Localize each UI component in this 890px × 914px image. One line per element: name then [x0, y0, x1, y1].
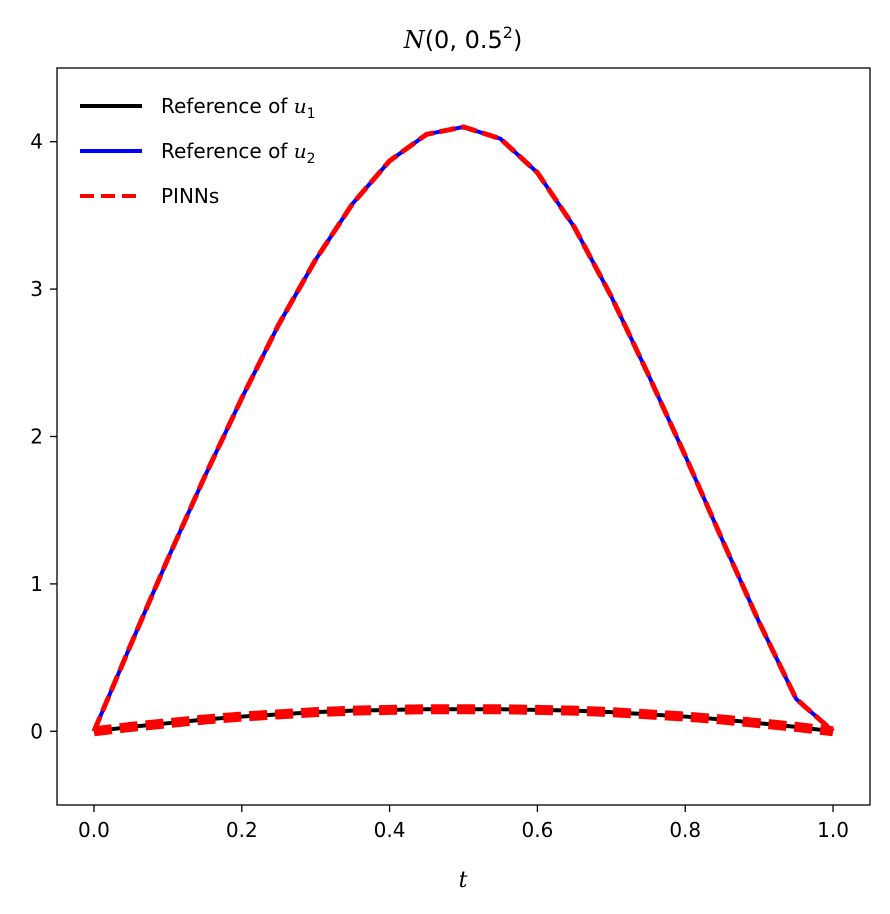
series-pinns-u2-line [91, 124, 835, 734]
x-tick-label: 0.2 [226, 818, 258, 842]
y-tick-label: 4 [30, 130, 43, 154]
x-tick-label: 0.4 [374, 818, 406, 842]
y-tick-label: 2 [30, 425, 43, 449]
legend-label: PINNs [161, 184, 219, 208]
legend-label: Reference of u2 [161, 139, 316, 167]
x-tick-label: 0.8 [669, 818, 701, 842]
y-axis: 0 1 2 3 4 [30, 130, 57, 743]
plot-lines [91, 124, 835, 737]
series-pinns-u1-line [93, 704, 834, 737]
plot-frame [56, 67, 871, 806]
x-axis: 0.0 0.2 0.4 0.6 0.8 1.0 [78, 805, 849, 842]
chart-title: N(0, 0.52) [403, 23, 523, 54]
x-tick-label: 0.0 [78, 818, 110, 842]
legend-label: Reference of u1 [161, 94, 316, 122]
x-axis-label: t [459, 868, 468, 893]
y-tick-label: 3 [30, 277, 43, 301]
y-tick-label: 0 [30, 719, 43, 743]
x-tick-label: 1.0 [817, 818, 849, 842]
y-tick-label: 1 [30, 572, 43, 596]
x-tick-label: 0.6 [522, 818, 554, 842]
legend: Reference of u1 Reference of u2 PINNs [80, 94, 316, 208]
series-u2-reference-line [92, 124, 835, 733]
